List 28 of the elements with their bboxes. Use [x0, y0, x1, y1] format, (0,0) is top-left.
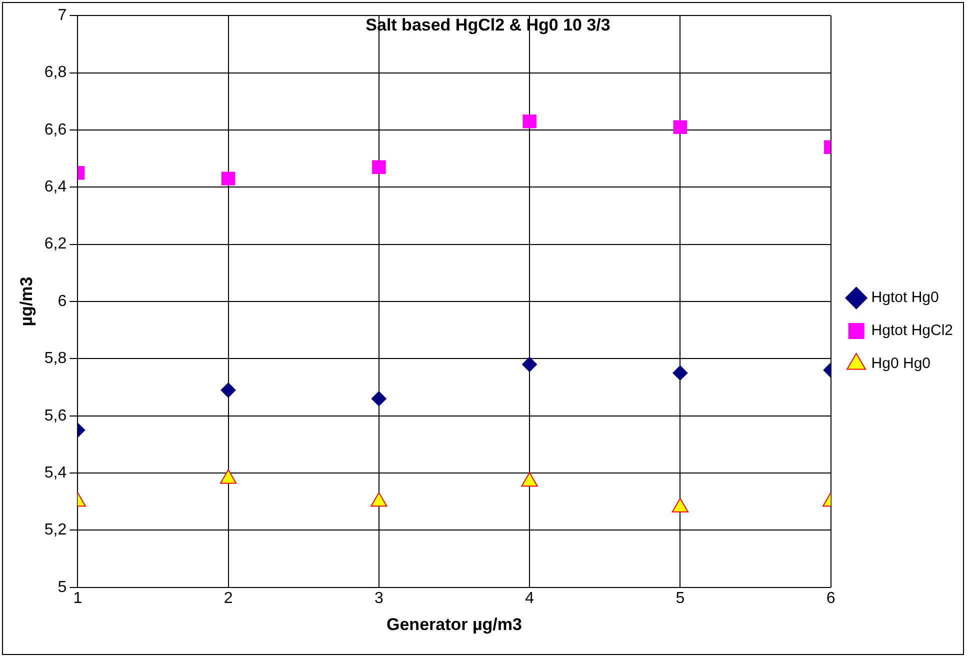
point: [371, 391, 386, 406]
legend-label: Hgtot HgCl2: [871, 322, 953, 340]
x-tick-label: 4: [525, 590, 534, 607]
y-tick-label: 6,8: [44, 64, 67, 82]
point: [521, 472, 538, 487]
y-tick-label: 7: [58, 7, 67, 24]
y-axis-title: µg/m3: [16, 276, 36, 326]
x-tick-label: 6: [826, 590, 836, 607]
point: [372, 160, 386, 174]
x-tick-label: 3: [374, 590, 384, 607]
legend-label: Hg0 Hg0: [871, 355, 930, 372]
y-tick-label: 6,2: [44, 236, 67, 253]
y-tick-label: 6,4: [44, 178, 67, 196]
point: [522, 114, 536, 128]
point: [370, 492, 388, 507]
point: [522, 356, 538, 372]
y-tick-label: 5,2: [44, 522, 67, 539]
x-tick-label: 5: [676, 590, 685, 607]
y-tick-label: 6,6: [44, 121, 67, 138]
y-tick-label: 5,4: [44, 464, 67, 482]
y-tick-label: 5,8: [44, 350, 67, 368]
x-tick-label: 1: [73, 590, 82, 607]
y-tick-label: 5: [58, 578, 67, 596]
y-tick-label: 6: [58, 292, 67, 310]
y-tick-label: 5,6: [44, 407, 67, 424]
x-axis-title: Generator µg/m3: [386, 614, 522, 634]
x-tick-label: 2: [224, 590, 233, 607]
legend-label: Hgtot Hg0: [871, 289, 939, 306]
